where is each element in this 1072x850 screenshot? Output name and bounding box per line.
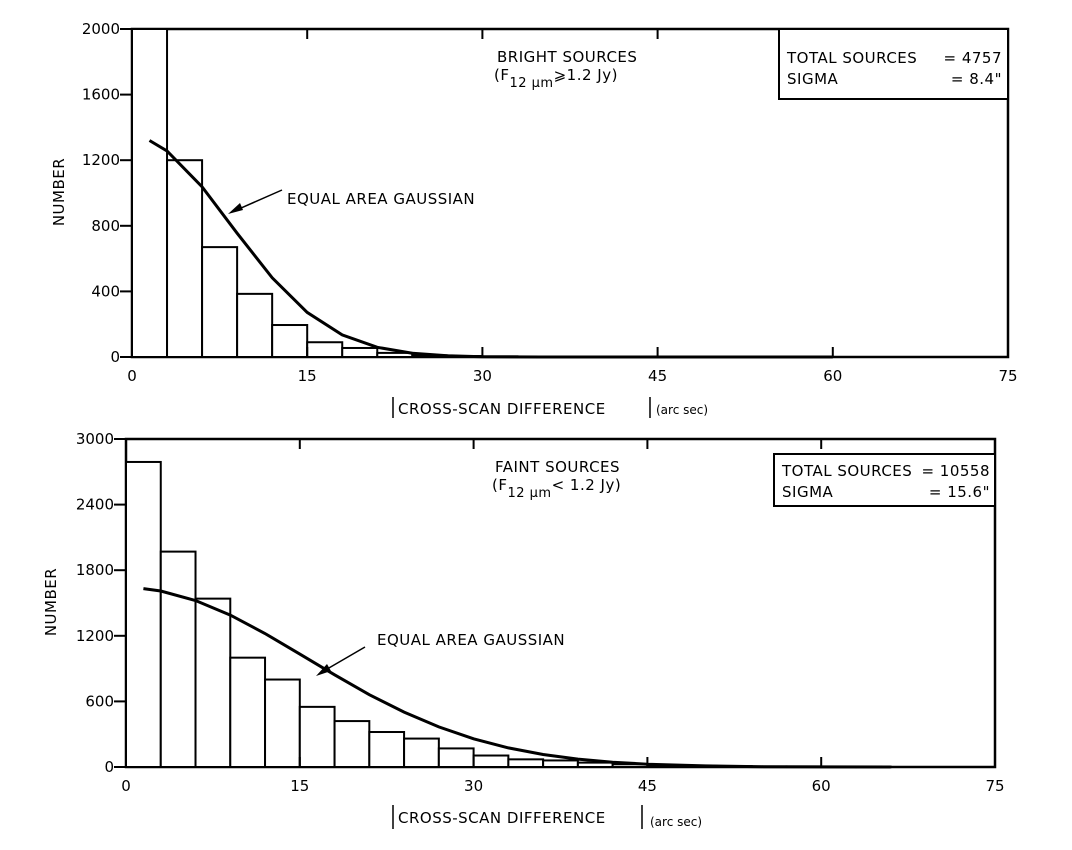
stat-total-label: TOTAL SOURCES	[786, 49, 917, 67]
x-tick-label: 60	[812, 777, 831, 795]
x-tick-label: 30	[464, 777, 483, 795]
y-tick-label: 400	[91, 282, 120, 300]
x-tick-label: 75	[985, 777, 1004, 795]
faint-sources-panel: 0 15 30 45 60 75 0 600 1200 1800 2400 3000 NUMBER C…	[42, 430, 1005, 829]
histogram-bar	[542, 759, 579, 769]
panel-title: BRIGHT SOURCES	[497, 48, 637, 66]
stat-sigma-label: SIGMA	[787, 70, 839, 88]
gaussian-curve	[143, 587, 891, 769]
x-axis-unit: (arc sec)	[650, 815, 702, 829]
curve-label: EQUAL AREA GAUSSIAN	[287, 190, 475, 208]
condition-label: (F12 μm⩾1.2 Jy)	[494, 66, 618, 91]
gaussian-curve	[148, 139, 833, 359]
y-tick-label: 1800	[76, 561, 114, 579]
axis-ticks: 0 15 30 45 60 75 0 600 1200 1800 2400 3000	[76, 430, 1005, 795]
histogram-bars	[125, 460, 892, 769]
panel-title: FAINT SOURCES	[495, 458, 620, 476]
y-tick-label: 0	[104, 758, 114, 776]
x-tick-label: 45	[638, 777, 657, 795]
x-tick-label: 15	[290, 777, 309, 795]
stat-sigma-value: = 8.4"	[951, 70, 1002, 88]
stat-sigma-value: = 15.6"	[929, 483, 990, 501]
stat-sigma-label: SIGMA	[782, 483, 834, 501]
x-tick-label: 30	[473, 367, 492, 385]
stat-total-value: = 4757	[943, 49, 1002, 67]
stats-box	[773, 453, 996, 507]
stat-total-value: = 10558	[921, 462, 990, 480]
histogram-bar	[368, 731, 406, 768]
arrow-head-icon	[228, 203, 243, 214]
y-tick-label: 1200	[82, 151, 120, 169]
x-tick-label: 60	[823, 367, 842, 385]
histogram-bar	[271, 324, 309, 358]
y-tick-label: 1600	[82, 86, 120, 104]
stats-box	[778, 28, 1009, 100]
histogram-bar	[306, 341, 344, 358]
y-tick-label: 800	[91, 217, 120, 235]
histogram-bar	[298, 705, 336, 768]
y-tick-label: 0	[110, 348, 120, 366]
histogram-bar	[576, 761, 614, 768]
y-tick-label: 3000	[76, 430, 114, 448]
x-tick-label: 0	[121, 777, 131, 795]
y-tick-label: 600	[85, 692, 114, 710]
x-tick-label: 45	[648, 367, 667, 385]
y-axis-label: NUMBER	[50, 158, 68, 226]
y-axis-label: NUMBER	[42, 568, 60, 636]
histogram-bar	[437, 747, 475, 768]
histogram-bar	[131, 28, 169, 358]
histogram-bar	[341, 346, 379, 359]
histogram-bar	[159, 550, 197, 769]
curve-label: EQUAL AREA GAUSSIAN	[377, 631, 565, 649]
histogram-bar	[472, 754, 510, 769]
histogram-bar	[236, 292, 274, 358]
histogram-bar	[166, 159, 204, 358]
x-axis-label: CROSS-SCAN DIFFERENCE	[398, 809, 606, 827]
histogram-bar	[333, 720, 371, 769]
stat-total-label: TOTAL SOURCES	[781, 462, 912, 480]
histogram-bar	[403, 737, 440, 768]
histogram-bars	[131, 28, 764, 359]
y-tick-label: 2400	[76, 496, 114, 514]
bright-sources-panel: 0 15 30 45 60 75 0 400 800 1200 1600 2000 NUMBER CR…	[50, 20, 1018, 418]
y-tick-label: 1200	[76, 627, 114, 645]
x-axis-unit: (arc sec)	[656, 403, 708, 417]
histogram-bar	[507, 758, 545, 769]
condition-label: (F12 μm< 1.2 Jy)	[492, 476, 621, 501]
histogram-bar	[125, 460, 162, 768]
histogram-bar	[229, 656, 267, 769]
x-tick-label: 15	[298, 367, 317, 385]
histogram-bar	[194, 597, 232, 768]
y-tick-label: 2000	[82, 20, 120, 38]
histogram-bar	[201, 246, 239, 358]
x-tick-label: 75	[998, 367, 1017, 385]
histogram-bar	[264, 678, 301, 768]
arrow-head-icon	[316, 664, 331, 676]
x-axis-label: CROSS-SCAN DIFFERENCE	[398, 400, 606, 418]
x-tick-label: 0	[127, 367, 137, 385]
